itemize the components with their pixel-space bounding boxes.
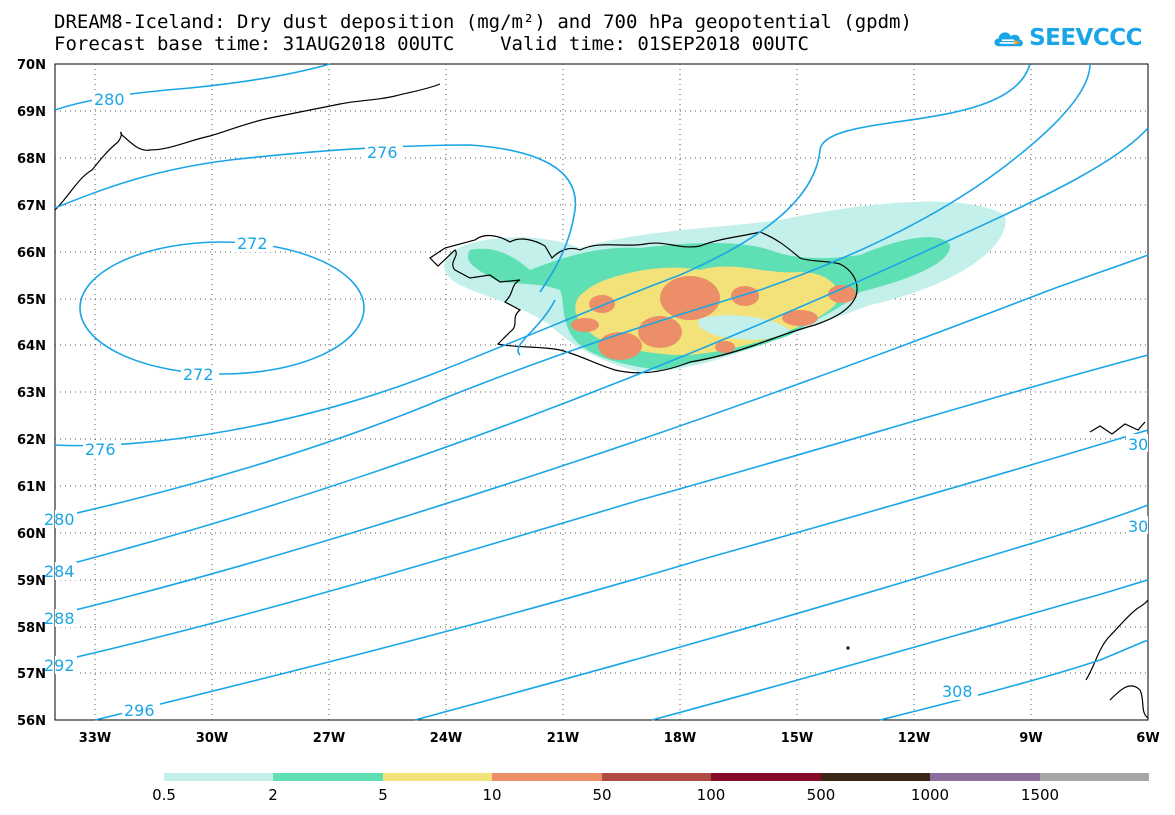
contour-label: 280: [44, 510, 75, 529]
contour-280-south: [54, 63, 1091, 519]
lon-label: 18W: [664, 731, 696, 746]
contour-272-low: [79, 241, 365, 375]
geopotential-contours: [54, 63, 1149, 721]
contour-label: 276: [367, 143, 398, 162]
legend-label: 500: [807, 786, 836, 804]
legend-swatch: [821, 773, 930, 781]
color-legend: 0.5 2 5 10 50 100 500 1000 1500: [152, 773, 1149, 804]
lat-label: 61N: [17, 480, 46, 495]
contour-label: 292: [44, 656, 75, 675]
lat-label: 60N: [17, 527, 46, 542]
cloud-icon: [994, 32, 1023, 47]
lat-label: 57N: [17, 667, 46, 682]
map-title: DREAM8-Iceland: Dry dust deposition (mg/…: [54, 11, 912, 33]
legend-label: 0.5: [152, 786, 176, 804]
legend-label: 2: [268, 786, 278, 804]
legend-swatch: [711, 773, 821, 781]
latitude-labels: 70N 69N 68N 67N 66N 65N 64N 63N 62N 61N …: [17, 58, 46, 729]
legend-label: 50: [592, 786, 611, 804]
lon-label: 27W: [313, 731, 345, 746]
contour-labels: 280 276 272 272 276 280 284 288 292 296 …: [44, 90, 1148, 720]
legend-label: 1000: [911, 786, 949, 804]
dust-deposition-field: [444, 201, 1006, 372]
lat-label: 69N: [17, 105, 46, 120]
dust-zone-10-50: [571, 276, 856, 360]
logo-text: SEEVCCC: [1029, 25, 1142, 51]
contour-292: [54, 354, 1149, 663]
contour-284: [54, 127, 1149, 569]
legend-label: 5: [378, 786, 388, 804]
longitude-labels: 33W 30W 27W 24W 21W 18W 15W 12W 9W 6W: [79, 731, 1160, 746]
lon-label: 6W: [1136, 731, 1159, 746]
lon-label: 21W: [547, 731, 579, 746]
lat-label: 62N: [17, 433, 46, 448]
legend-swatch: [602, 773, 711, 781]
contour-276-north: [54, 144, 577, 293]
forecast-times: Forecast base time: 31AUG2018 00UTC Vali…: [54, 33, 809, 55]
lon-label: 15W: [781, 731, 813, 746]
lat-label: 65N: [17, 293, 46, 308]
contour-label: 30: [1128, 435, 1148, 454]
lon-label: 24W: [430, 731, 462, 746]
legend-swatch: [164, 773, 273, 781]
lon-label: 9W: [1019, 731, 1042, 746]
lat-label: 68N: [17, 152, 46, 167]
legend-swatch: [930, 773, 1040, 781]
lat-label: 63N: [17, 386, 46, 401]
lat-label: 67N: [17, 199, 46, 214]
faroe-coast: [1089, 421, 1146, 435]
lat-label: 59N: [17, 574, 46, 589]
lat-label: 58N: [17, 621, 46, 636]
contour-label: 308: [942, 682, 973, 701]
contour-label: 296: [124, 701, 155, 720]
contour-label: 276: [85, 440, 116, 459]
lat-label: 66N: [17, 246, 46, 261]
contour-label: 272: [183, 365, 214, 384]
contour-304: [651, 579, 1149, 721]
islet: [846, 646, 850, 650]
scotland-coast: [1085, 599, 1149, 719]
legend-swatch: [273, 773, 383, 781]
lon-label: 30W: [196, 731, 228, 746]
legend-label: 1500: [1021, 786, 1059, 804]
legend-swatch: [492, 773, 602, 781]
legend-label: 10: [482, 786, 501, 804]
coastlines: [54, 83, 1149, 719]
lon-label: 12W: [898, 731, 930, 746]
contour-label: 284: [44, 562, 75, 581]
lon-label: 33W: [79, 731, 111, 746]
legend-swatch: [383, 773, 492, 781]
contour-296: [94, 429, 1149, 721]
contour-308: [879, 639, 1149, 721]
iceland-coast: [429, 231, 858, 374]
contour-label: 30: [1128, 517, 1148, 536]
contour-label: 280: [94, 90, 125, 109]
lat-label: 70N: [17, 58, 46, 73]
contour-288: [54, 254, 1149, 616]
contour-280-north: [54, 63, 331, 111]
lat-label: 56N: [17, 714, 46, 729]
legend-swatch: [1040, 773, 1149, 781]
contour-276-south: [54, 63, 1031, 447]
contour-300: [414, 504, 1149, 721]
lat-label: 64N: [17, 339, 46, 354]
contour-label: 272: [237, 234, 268, 253]
legend-label: 100: [697, 786, 726, 804]
greenland-coast: [54, 83, 441, 211]
seevccc-logo: SEEVCCC: [992, 16, 1142, 60]
contour-label: 288: [44, 609, 75, 628]
